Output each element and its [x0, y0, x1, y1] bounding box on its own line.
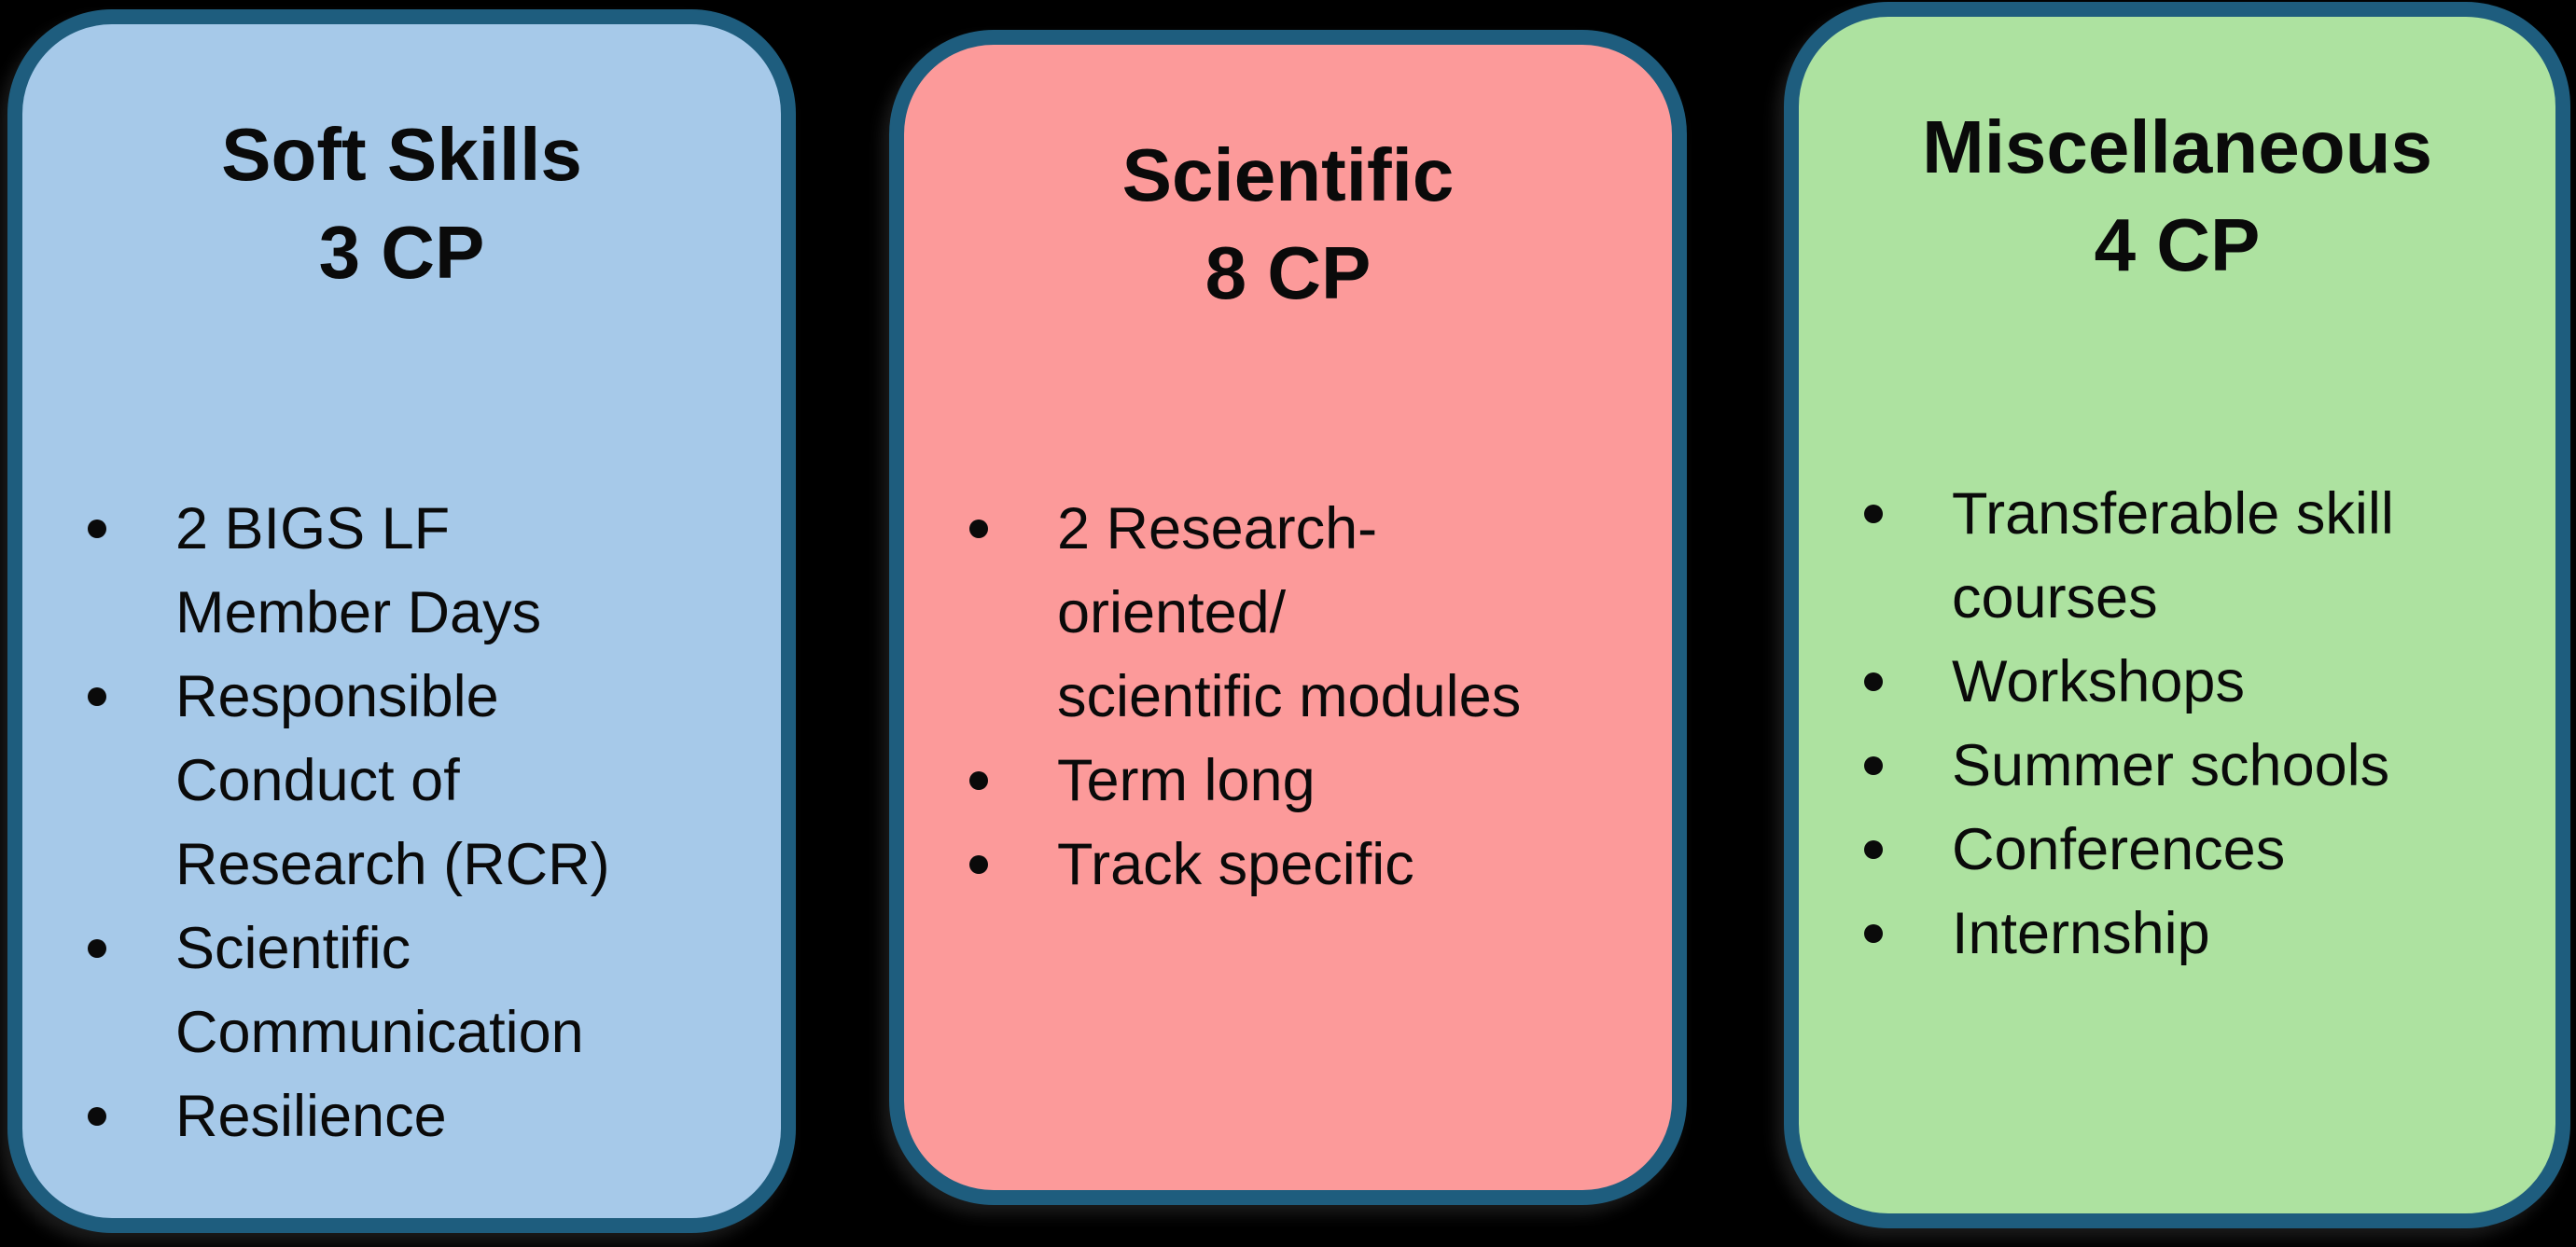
list-item-text: Resilience: [175, 1083, 447, 1149]
list-item: 2 BIGS LF Member Days: [88, 487, 753, 655]
card-soft-skills-title: Soft Skills 3 CP: [221, 113, 582, 294]
bullet-icon: [1864, 755, 1883, 775]
bullet-icon: [1864, 923, 1883, 943]
bullet-icon: [88, 938, 106, 958]
bullet-icon: [969, 519, 988, 538]
card-soft-skills: Soft Skills 3 CP 2 BIGS LF Member Days R…: [7, 9, 796, 1233]
list-item: Term long: [969, 739, 1644, 823]
list-item-text: Conferences: [1952, 816, 2286, 882]
list-item: Responsible Conduct of Research (RCR): [88, 655, 753, 907]
list-item-text: 2 Research- oriented/ scientific modules: [1057, 495, 1522, 729]
list-item-text: 2 BIGS LF Member Days: [175, 495, 542, 645]
bullet-icon: [88, 519, 106, 538]
card-soft-skills-list: 2 BIGS LF Member Days Responsible Conduc…: [22, 487, 781, 1158]
list-item-text: Responsible Conduct of Research (RCR): [175, 663, 610, 897]
list-item-text: Transferable skill courses: [1952, 480, 2394, 630]
card-miscellaneous: Miscellaneous 4 CP Transferable skill co…: [1784, 2, 2570, 1228]
card-miscellaneous-list: Transferable skill courses Workshops Sum…: [1799, 472, 2555, 976]
list-item: Resilience: [88, 1074, 753, 1158]
list-item: Summer schools: [1864, 724, 2527, 808]
bullet-icon: [88, 1106, 106, 1126]
card-scientific: Scientific 8 CP 2 Research- oriented/ sc…: [889, 30, 1687, 1205]
list-item-text: Summer schools: [1952, 732, 2390, 798]
bullet-icon: [969, 854, 988, 874]
card-scientific-title: Scientific 8 CP: [1121, 133, 1455, 314]
list-item: Workshops: [1864, 640, 2527, 724]
card-miscellaneous-title: Miscellaneous 4 CP: [1922, 105, 2432, 286]
bullet-icon: [1864, 672, 1883, 691]
list-item: Scientific Communication: [88, 907, 753, 1074]
bullet-icon: [1864, 839, 1883, 859]
list-item: Transferable skill courses: [1864, 472, 2527, 640]
list-item-text: Scientific Communication: [175, 915, 584, 1065]
bullet-icon: [969, 770, 988, 790]
card-scientific-list: 2 Research- oriented/ scientific modules…: [904, 487, 1672, 907]
bullet-icon: [88, 686, 106, 706]
list-item: Internship: [1864, 892, 2527, 976]
list-item: 2 Research- oriented/ scientific modules: [969, 487, 1644, 739]
list-item: Conferences: [1864, 808, 2527, 892]
list-item-text: Term long: [1057, 747, 1316, 813]
list-item: Track specific: [969, 823, 1644, 907]
list-item-text: Internship: [1952, 900, 2210, 966]
list-item-text: Track specific: [1057, 831, 1414, 897]
bullet-icon: [1864, 504, 1883, 523]
list-item-text: Workshops: [1952, 648, 2245, 714]
